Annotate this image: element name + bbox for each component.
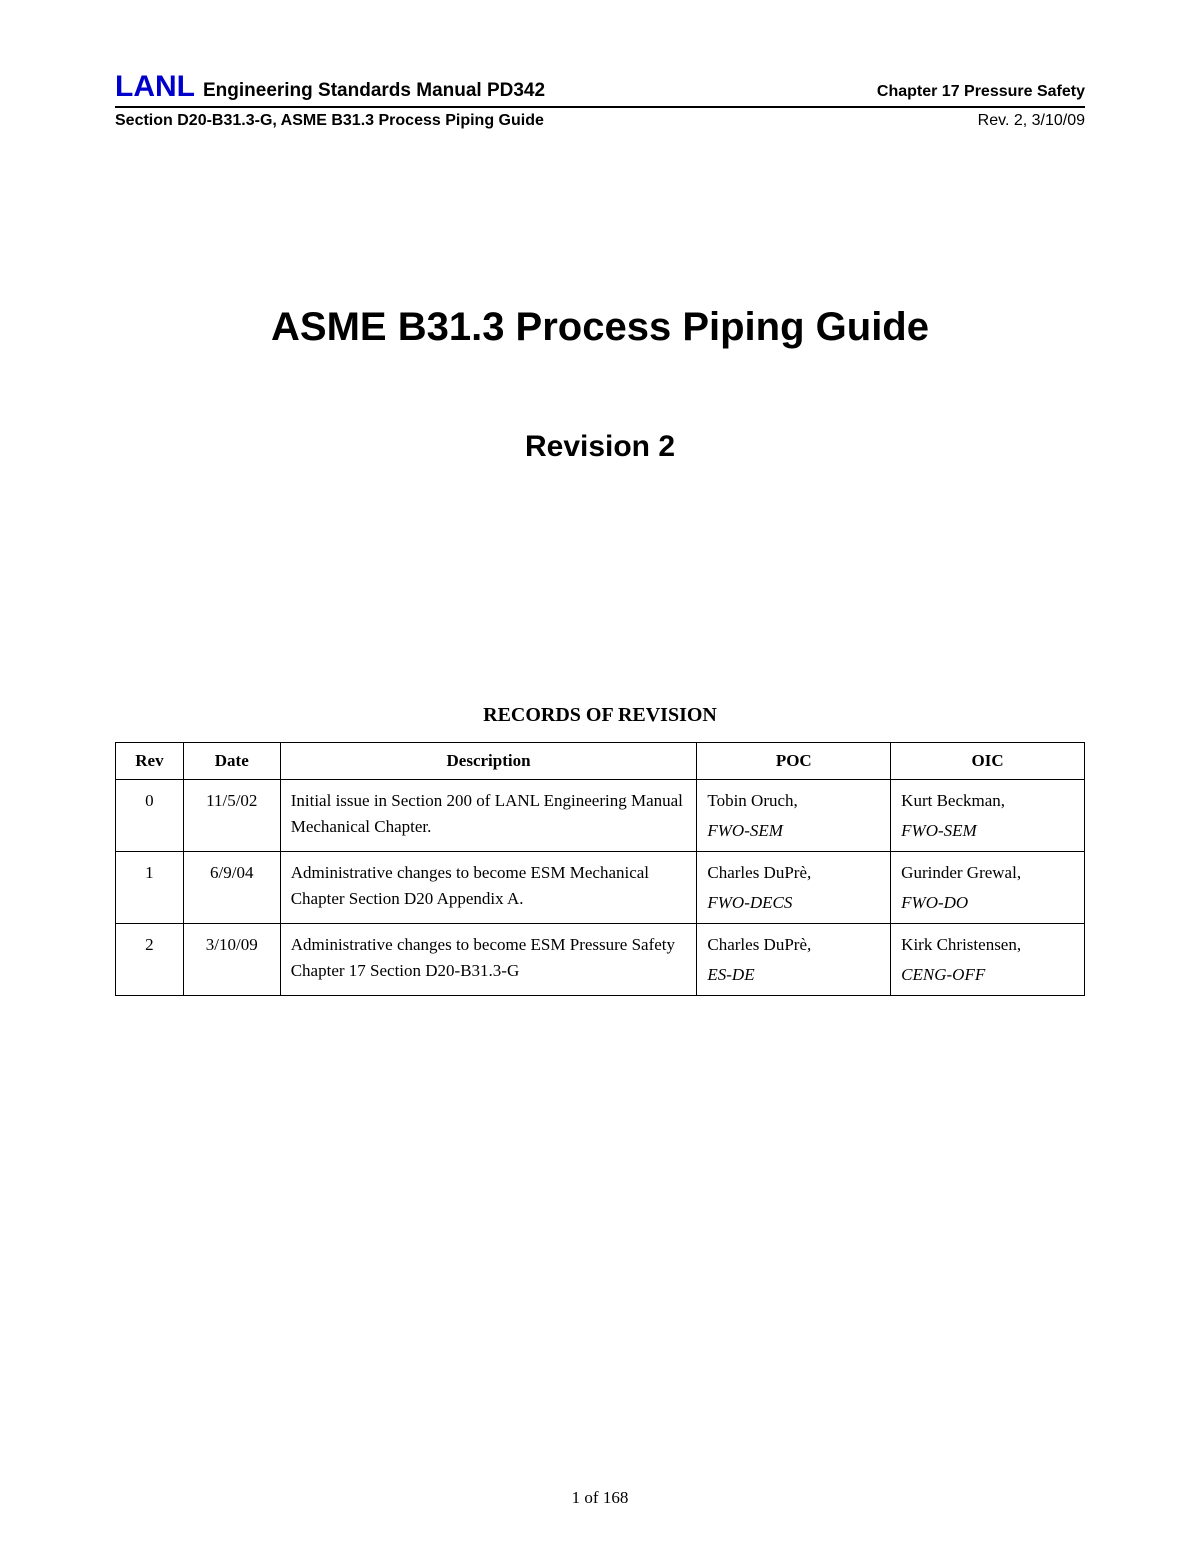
cell-description: Administrative changes to become ESM Pre…: [280, 924, 697, 996]
cell-description: Administrative changes to become ESM Mec…: [280, 852, 697, 924]
cell-rev: 0: [116, 780, 184, 852]
revision-subtitle: Revision 2: [115, 430, 1085, 464]
manual-title: Engineering Standards Manual PD342: [203, 80, 545, 102]
poc-org: ES-DE: [707, 962, 880, 988]
cell-oic: Kurt Beckman, FWO-SEM: [891, 780, 1085, 852]
cell-rev: 2: [116, 924, 184, 996]
table-header-row: Rev Date Description POC OIC: [116, 743, 1085, 780]
table-row: 0 11/5/02 Initial issue in Section 200 o…: [116, 780, 1085, 852]
lanl-logo: LANL: [115, 70, 195, 104]
cell-poc: Charles DuPrè, FWO-DECS: [697, 852, 891, 924]
revision-date: Rev. 2, 3/10/09: [978, 112, 1085, 130]
cell-date: 6/9/04: [183, 852, 280, 924]
oic-org: CENG-OFF: [901, 962, 1074, 988]
oic-name: Gurinder Grewal,: [901, 860, 1074, 886]
cell-description: Initial issue in Section 200 of LANL Eng…: [280, 780, 697, 852]
table-row: 1 6/9/04 Administrative changes to becom…: [116, 852, 1085, 924]
cell-poc: Tobin Oruch, FWO-SEM: [697, 780, 891, 852]
revision-table: Rev Date Description POC OIC 0 11/5/02 I…: [115, 742, 1085, 996]
page-footer: 1 of 168: [0, 1488, 1200, 1508]
records-heading: RECORDS OF REVISION: [115, 704, 1085, 727]
col-header-date: Date: [183, 743, 280, 780]
oic-name: Kurt Beckman,: [901, 788, 1074, 814]
cell-oic: Kirk Christensen, CENG-OFF: [891, 924, 1085, 996]
poc-org: FWO-DECS: [707, 890, 880, 916]
poc-name: Tobin Oruch,: [707, 788, 880, 814]
cell-date: 3/10/09: [183, 924, 280, 996]
col-header-poc: POC: [697, 743, 891, 780]
document-header-top: LANL Engineering Standards Manual PD342 …: [115, 70, 1085, 108]
document-header-bottom: Section D20-B31.3-G, ASME B31.3 Process …: [115, 112, 1085, 130]
poc-name: Charles DuPrè,: [707, 860, 880, 886]
cell-date: 11/5/02: [183, 780, 280, 852]
col-header-oic: OIC: [891, 743, 1085, 780]
oic-name: Kirk Christensen,: [901, 932, 1074, 958]
oic-org: FWO-DO: [901, 890, 1074, 916]
col-header-rev: Rev: [116, 743, 184, 780]
table-row: 2 3/10/09 Administrative changes to beco…: [116, 924, 1085, 996]
cell-poc: Charles DuPrè, ES-DE: [697, 924, 891, 996]
cell-oic: Gurinder Grewal, FWO-DO: [891, 852, 1085, 924]
chapter-title: Chapter 17 Pressure Safety: [877, 83, 1085, 101]
poc-name: Charles DuPrè,: [707, 932, 880, 958]
cell-rev: 1: [116, 852, 184, 924]
page-number: 1 of 168: [572, 1488, 629, 1507]
poc-org: FWO-SEM: [707, 818, 880, 844]
page-title: ASME B31.3 Process Piping Guide: [115, 305, 1085, 350]
col-header-description: Description: [280, 743, 697, 780]
oic-org: FWO-SEM: [901, 818, 1074, 844]
section-title: Section D20-B31.3-G, ASME B31.3 Process …: [115, 112, 544, 130]
header-left: LANL Engineering Standards Manual PD342: [115, 70, 545, 104]
